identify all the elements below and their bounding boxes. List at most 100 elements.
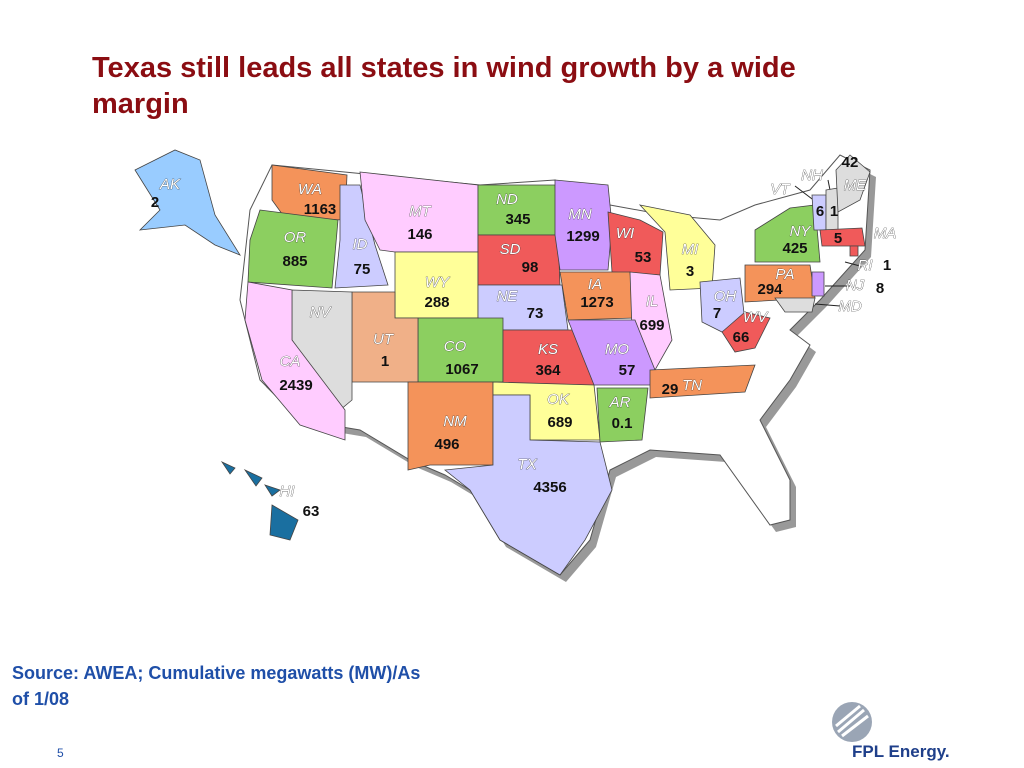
state-abbr: OH [714, 288, 737, 305]
state-abbr: UT [373, 331, 395, 348]
state-abbr: OR [284, 229, 307, 246]
state-mw: 699 [639, 317, 664, 334]
state-abbr: NH [801, 167, 823, 184]
state-shape [269, 504, 299, 541]
state-abbr: HI [280, 483, 295, 500]
state-shape [264, 484, 281, 497]
state-abbr: NV [310, 304, 333, 321]
state-mw: 75 [354, 261, 371, 278]
state-shape [774, 297, 816, 313]
state-mw: 496 [434, 436, 459, 453]
slide-title: Texas still leads all states in wind gro… [92, 52, 796, 120]
state-mw: 2 [151, 194, 159, 211]
state-shape [247, 209, 339, 289]
state-shape [607, 211, 664, 276]
state-abbr: TX [517, 456, 537, 473]
state-mw: 8 [876, 280, 884, 297]
state-mw: 1067 [445, 361, 478, 378]
state-shape [554, 179, 613, 271]
state-shape [819, 227, 866, 247]
state-mw: 425 [782, 240, 807, 257]
state-shape [721, 311, 771, 353]
state-abbr: RI [858, 257, 873, 274]
state-mw: 73 [527, 305, 544, 322]
state-abbr: PA [776, 266, 795, 283]
state-mw: 5 [834, 230, 842, 247]
state-mw: 53 [635, 249, 652, 266]
state-abbr: OK [547, 391, 570, 408]
state-abbr: MI [682, 241, 699, 258]
state-abbr: IA [588, 276, 602, 293]
state-mw: 2439 [279, 377, 312, 394]
state-shape [334, 184, 389, 289]
state-abbr: KS [538, 341, 558, 358]
state-abbr: MO [605, 341, 629, 358]
state-abbr: MA [874, 225, 897, 242]
state-mw: 0.1 [612, 415, 633, 432]
state-shape [849, 245, 859, 257]
state-mw: 1273 [580, 294, 613, 311]
state-mw: 288 [424, 294, 449, 311]
state-mw: 1299 [566, 228, 599, 245]
state-abbr: ND [496, 191, 518, 208]
state-mw: 3 [686, 263, 694, 280]
state-abbr: MD [838, 298, 861, 315]
state-shape [596, 387, 649, 443]
logo-text: FPL Energy. [852, 742, 950, 761]
state-shape [243, 469, 263, 487]
state-mw: 1163 [304, 201, 337, 218]
page-number: 5 [57, 746, 64, 760]
state-mw: 294 [757, 281, 783, 298]
state-mw: 345 [505, 211, 530, 228]
state-abbr: NE [497, 288, 519, 305]
state-abbr: MT [409, 203, 432, 220]
state-shape [220, 461, 236, 475]
state-abbr: AK [159, 176, 181, 193]
state-shape [649, 364, 756, 399]
state-shape [134, 149, 241, 256]
state-mw: 66 [733, 329, 750, 346]
state-mw: 29 [662, 381, 679, 398]
state-abbr: CO [444, 338, 467, 355]
state-abbr: ME [844, 177, 867, 194]
us-map: AK2WA1163OR885ID75MT146WY288ND345SD98MN1… [134, 149, 897, 582]
source-note: Source: AWEA; Cumulative megawatts (MW)/… [12, 663, 421, 709]
state-mw: 6 [816, 203, 824, 220]
state-mw: 4356 [533, 479, 566, 496]
state-abbr: CA [280, 353, 301, 370]
state-abbr: WY [425, 274, 450, 291]
state-abbr: AR [609, 394, 631, 411]
state-mw: 1 [883, 257, 891, 274]
state-abbr: TN [682, 377, 702, 394]
state-abbr: WI [616, 225, 634, 242]
state-mw: 364 [535, 362, 561, 379]
state-shape [443, 394, 613, 576]
state-mw: 57 [619, 362, 636, 379]
state-abbr: VT [770, 181, 791, 198]
state-abbr: WV [743, 309, 769, 326]
state-mw: 1 [830, 203, 838, 220]
state-shape [407, 381, 494, 471]
state-mw: 7 [713, 305, 721, 322]
state-abbr: MN [568, 206, 591, 223]
state-mw: 1 [381, 353, 389, 370]
state-shape [754, 204, 821, 263]
state-mw: 42 [842, 154, 859, 171]
state-abbr: IL [646, 293, 659, 310]
logo-mark [832, 702, 872, 742]
state-abbr: NJ [846, 277, 865, 294]
state-shape [835, 154, 871, 213]
state-mw: 98 [522, 259, 539, 276]
state-abbr: ID [353, 236, 368, 253]
state-mw: 689 [547, 414, 572, 431]
state-abbr: NY [790, 223, 812, 240]
state-abbr: WA [298, 181, 322, 198]
state-mw: 885 [282, 253, 307, 270]
state-abbr: SD [500, 241, 521, 258]
state-shape [244, 281, 346, 441]
state-mw: 63 [303, 503, 320, 520]
state-shape [811, 271, 825, 297]
state-abbr: NM [443, 413, 467, 430]
state-mw: 146 [407, 226, 432, 243]
